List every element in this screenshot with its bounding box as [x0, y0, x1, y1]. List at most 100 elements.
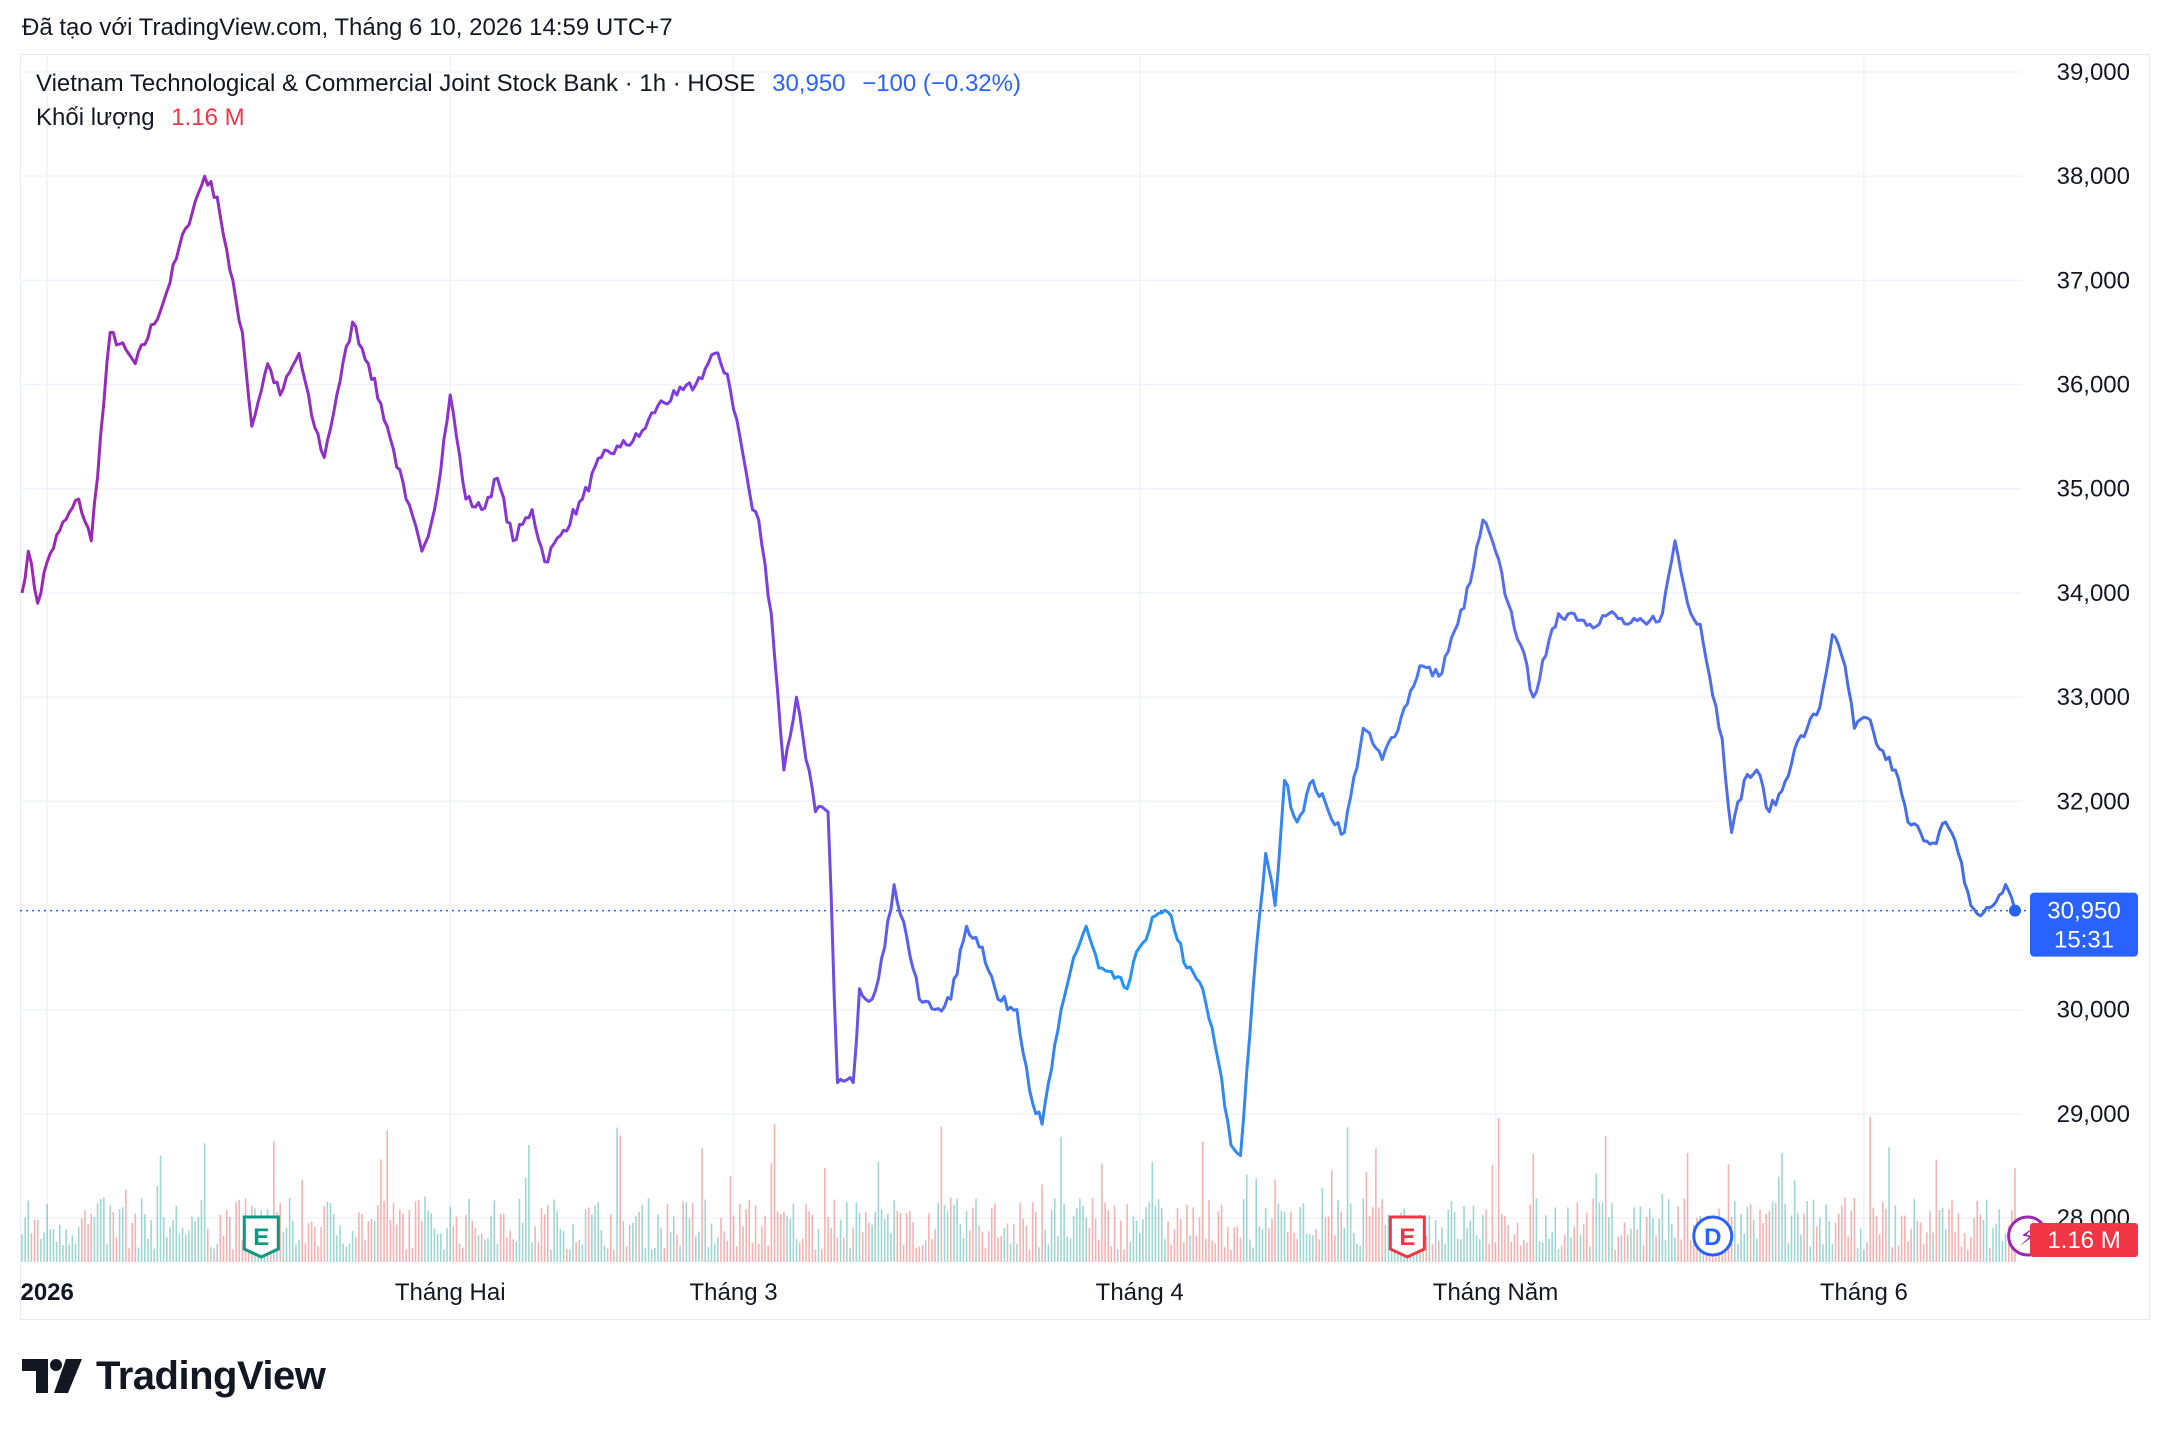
symbol-legend[interactable]: Vietnam Technological & Commercial Joint…: [36, 70, 1021, 98]
volume-bar: [1157, 1199, 1160, 1262]
volume-bar: [773, 1123, 776, 1262]
volume-bar: [1960, 1246, 1963, 1262]
volume-bar: [493, 1200, 496, 1262]
volume-bar: [452, 1226, 455, 1262]
volume-bar: [449, 1206, 451, 1262]
volume-bar: [1938, 1209, 1941, 1262]
volume-bar: [455, 1216, 458, 1262]
volume-bar: [994, 1203, 996, 1262]
volume-bar: [1859, 1228, 1862, 1262]
volume-bar: [115, 1237, 118, 1262]
dividend-icon: D: [1692, 1215, 1734, 1257]
volume-bar: [1639, 1206, 1642, 1262]
volume-bar: [628, 1225, 631, 1262]
volume-bar: [1976, 1200, 1979, 1262]
volume-bar: [502, 1213, 505, 1262]
volume-bar: [748, 1199, 751, 1262]
volume-bar: [1324, 1217, 1327, 1262]
volume-bar: [1513, 1234, 1516, 1262]
volume-bar: [638, 1211, 640, 1262]
volume-bar: [471, 1220, 474, 1262]
volume-bar: [1992, 1228, 1994, 1262]
volume-bar: [1541, 1242, 1544, 1262]
earnings-icon-letter: E: [1399, 1224, 1415, 1251]
volume-bar: [1630, 1228, 1632, 1262]
volume-bar: [1441, 1227, 1443, 1262]
volume-bar: [921, 1244, 924, 1262]
volume-bar: [606, 1248, 609, 1262]
volume-bar: [669, 1231, 672, 1262]
volume-bar: [780, 1213, 782, 1262]
volume-bar: [940, 1126, 943, 1262]
volume-bar: [144, 1214, 146, 1262]
volume-bar: [480, 1233, 483, 1262]
volume-legend[interactable]: Khối lượng 1.16 M: [36, 104, 245, 132]
volume-bar: [1264, 1207, 1267, 1262]
volume-bar: [1019, 1203, 1021, 1262]
volume-bar: [990, 1207, 993, 1262]
volume-bar: [1922, 1243, 1925, 1262]
volume-bar: [1661, 1193, 1664, 1262]
volume-bar: [811, 1214, 814, 1262]
volume-bar: [1815, 1226, 1818, 1262]
volume-bar: [175, 1205, 178, 1262]
volume-bar: [317, 1246, 319, 1262]
volume-bar: [1091, 1197, 1094, 1262]
volume-bar: [1737, 1244, 1739, 1262]
volume-bar: [1302, 1203, 1305, 1262]
volume-bar: [909, 1211, 911, 1262]
volume-bar: [1910, 1228, 1912, 1262]
volume-bar: [1044, 1229, 1047, 1262]
volume-bar: [1252, 1247, 1254, 1262]
volume-bar: [140, 1198, 143, 1262]
volume-bar: [1825, 1204, 1827, 1262]
volume-bar: [899, 1213, 902, 1262]
volume-bar: [1460, 1239, 1462, 1262]
volume-bar: [1733, 1200, 1736, 1262]
volume-bar: [1101, 1163, 1103, 1262]
volume-bar: [1236, 1226, 1239, 1262]
volume-bar: [584, 1209, 587, 1262]
volume-bar: [1601, 1202, 1604, 1262]
volume-bar: [1116, 1248, 1119, 1262]
volume-bar: [424, 1196, 426, 1262]
volume-bar: [877, 1161, 880, 1262]
volume-bar: [417, 1199, 420, 1262]
volume-bar: [1551, 1231, 1553, 1262]
legend-last-price: 30,950: [772, 70, 846, 97]
volume-bar: [1888, 1147, 1890, 1262]
price-chart[interactable]: 28,00029,00030,00031,00032,00033,00034,0…: [0, 0, 2168, 1320]
volume-bar: [1563, 1235, 1566, 1262]
price-axis-tick-label: 29,000: [2057, 1101, 2130, 1128]
volume-bar: [439, 1233, 442, 1262]
volume-bar: [968, 1230, 971, 1262]
volume-bar: [805, 1204, 807, 1262]
volume-bar: [1576, 1202, 1579, 1262]
volume-bar: [635, 1216, 637, 1262]
volume-bar: [1995, 1223, 1997, 1262]
last-price-dot: [2009, 904, 2021, 917]
volume-bar: [833, 1199, 836, 1262]
volume-bar: [310, 1221, 313, 1262]
volume-bar: [1211, 1240, 1213, 1262]
volume-bar: [1390, 1249, 1393, 1262]
volume-bar: [682, 1201, 684, 1262]
volume-bar: [125, 1189, 127, 1262]
volume-bar: [1626, 1234, 1629, 1262]
volume-bar: [1173, 1229, 1176, 1262]
volume-tag: 1.16 M: [2030, 1223, 2138, 1257]
volume-bar: [184, 1234, 187, 1262]
volume-bar: [21, 1234, 23, 1262]
volume-bar: [735, 1246, 738, 1262]
volume-bar: [1346, 1127, 1349, 1262]
price-axis-tick-label: 34,000: [2057, 580, 2130, 607]
earnings-icon-shape: [242, 1215, 280, 1259]
volume-bar: [1507, 1224, 1509, 1262]
volume-bar: [84, 1210, 86, 1262]
volume-bar: [1796, 1212, 1799, 1262]
tradingview-logo[interactable]: TradingView: [22, 1352, 326, 1400]
volume-bar: [1337, 1200, 1339, 1262]
volume-bar: [594, 1206, 596, 1262]
volume-bar: [210, 1247, 212, 1262]
volume-bar: [462, 1247, 464, 1262]
